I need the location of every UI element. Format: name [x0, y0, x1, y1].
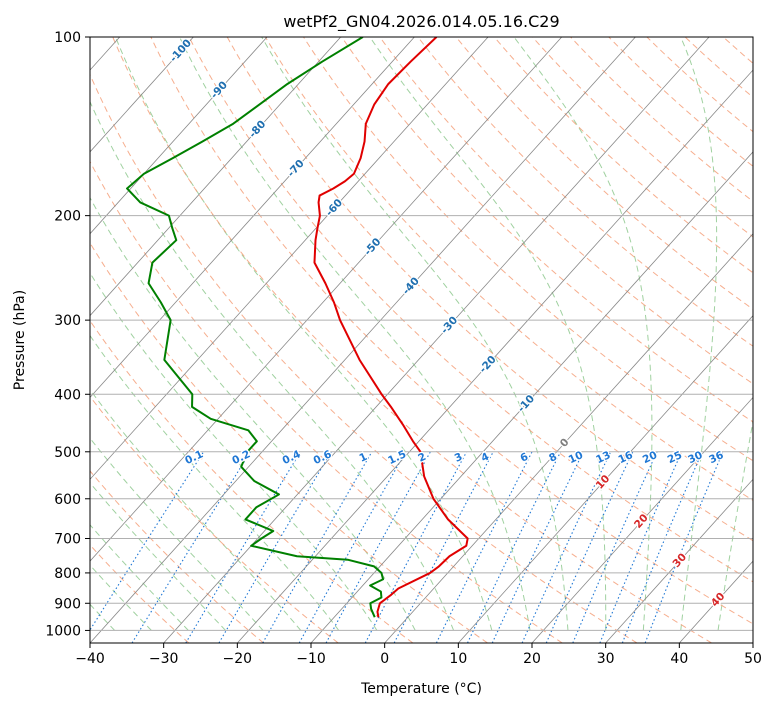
isotherm-line	[90, 37, 415, 399]
dry-adiabat-line	[264, 37, 753, 501]
y-tick-label: 1000	[45, 623, 81, 639]
dewpoint-profile-line	[126, 37, 385, 618]
y-tick-label: 700	[54, 532, 81, 548]
moist-adiabat-line	[90, 334, 340, 631]
isotherm-line	[531, 396, 753, 643]
axes-layer: −40 −30 −20 −10 0 10 20 30 40 50 100 200 300 400 500 60…	[45, 30, 762, 667]
isotherm-line	[90, 37, 342, 317]
dry-adiabat-line	[417, 37, 753, 347]
moist-adiabat-line	[717, 418, 753, 631]
moist-adiabat-line	[369, 37, 607, 631]
chart-title: wetPf2_GN04.2026.014.05.16.C29	[283, 12, 559, 32]
x-tick-label: 50	[744, 651, 762, 667]
isotherm-line	[237, 69, 753, 643]
y-tick-label: 800	[54, 566, 81, 582]
grid-layer	[90, 37, 753, 643]
mixing-ratio-line	[467, 451, 562, 643]
dry-adiabat-line	[188, 37, 753, 583]
dry-adiabat-line	[532, 37, 753, 238]
x-tick-label: 10	[449, 651, 467, 667]
mixing-ratio-line	[185, 451, 301, 643]
x-tick-label: 40	[670, 651, 688, 667]
y-axis-label: Pressure (hPa)	[12, 290, 28, 390]
dry-adiabat-line	[90, 319, 414, 643]
isotherm-line	[458, 314, 753, 643]
y-tick-label: 900	[54, 596, 81, 612]
isotherm-line	[90, 37, 268, 235]
mixing-ratio-line	[298, 451, 407, 643]
x-tick-label: 0	[380, 651, 389, 667]
dry-adiabat-line	[90, 395, 339, 643]
moist-adiabat-line	[90, 100, 455, 631]
plot-area	[90, 37, 753, 643]
moist-adiabat-line	[513, 37, 653, 631]
y-tick-label: 200	[54, 209, 81, 225]
isotherm-line	[90, 37, 636, 643]
mixing-ratio-line	[435, 451, 533, 643]
x-tick-label: 30	[597, 651, 615, 667]
dry-adiabat-line	[112, 37, 712, 643]
isotherm-line	[310, 151, 753, 643]
moist-adiabat-line	[179, 37, 531, 631]
x-tick-label: −40	[75, 651, 105, 667]
y-tick-label: 500	[54, 445, 81, 461]
isotherm-line	[384, 233, 753, 643]
mixing-ratio-line	[599, 451, 683, 643]
x-tick-label: −30	[149, 651, 179, 667]
y-tick-label: 400	[54, 387, 81, 403]
moist-adiabat-line	[680, 37, 718, 631]
isotherm-line	[605, 478, 753, 643]
dry-adiabat-line	[379, 37, 753, 385]
dry-adiabat-line	[90, 160, 563, 643]
dry-adiabat-line	[150, 37, 753, 625]
mixing-ratio-line	[364, 451, 468, 643]
x-tick-label: −20	[223, 651, 253, 667]
dry-adiabat-line	[226, 37, 753, 542]
dry-adiabat-line	[493, 37, 753, 274]
dry-adiabat-line	[90, 241, 488, 643]
y-tick-label: 300	[54, 313, 81, 329]
profile-layer	[126, 37, 469, 618]
moist-adiabat-line	[115, 37, 493, 631]
mixing-ratio-line	[621, 451, 703, 643]
y-tick-label: 100	[54, 30, 81, 46]
isotherm-line	[90, 37, 563, 562]
plot-frame	[89, 36, 754, 644]
dry-adiabat-line	[90, 73, 638, 643]
y-tick-label: 600	[54, 492, 81, 508]
x-tick-label: −10	[296, 651, 326, 667]
x-axis-label: Temperature (°C)	[360, 681, 482, 697]
x-tick-label: 20	[523, 651, 541, 667]
moist-adiabat-line	[90, 388, 302, 631]
mixing-ratio-line	[572, 451, 658, 643]
moist-adiabat-line	[90, 272, 378, 631]
isotherm-line	[163, 37, 710, 643]
moist-adiabat-line	[261, 37, 569, 631]
dry-adiabat-line	[341, 37, 753, 423]
isotherm-line	[90, 37, 489, 480]
mixing-ratio-line	[90, 451, 205, 632]
isotherm-line	[90, 37, 194, 153]
moist-adiabat-line	[90, 196, 416, 631]
temperature-profile-line	[313, 37, 469, 618]
